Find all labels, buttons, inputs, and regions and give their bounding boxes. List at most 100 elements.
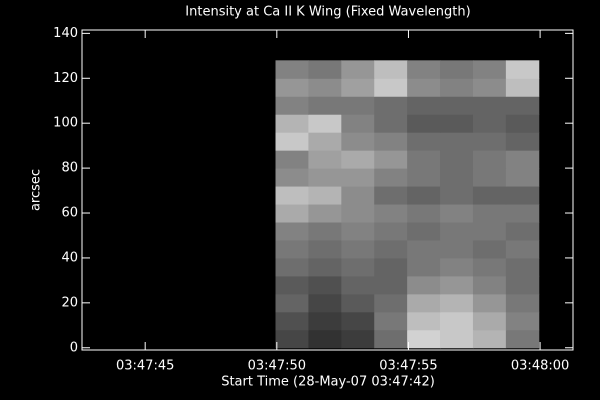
pixel [440,60,474,79]
pixel [505,275,540,295]
pixel [308,275,342,295]
pixel [275,204,309,223]
pixel [440,329,474,349]
pixel [341,96,375,115]
pixel [440,114,474,133]
y-tick-label: 40 [61,250,78,265]
pixel [275,114,309,133]
pixel [341,222,375,241]
pixel [407,132,441,151]
pixel [341,186,375,205]
pixel [472,150,507,169]
pixel [440,132,474,151]
pixel [472,78,507,97]
pixel [472,311,507,331]
pixel [440,186,474,205]
pixel [505,114,540,133]
pixel [374,132,408,151]
pixel [407,275,441,295]
pixel [505,239,540,259]
pixel [341,114,375,133]
pixel [505,222,540,241]
pixel [341,275,375,295]
x-tick-label: 03:47:45 [116,359,174,374]
pixel [275,132,309,151]
pixel [505,96,540,115]
pixel [374,257,408,277]
pixel [440,275,474,295]
y-tick-label: 20 [61,295,78,310]
pixel [374,222,408,241]
pixel [374,150,408,169]
pixel [505,132,540,151]
pixel [374,96,408,115]
pixel [308,60,342,79]
pixel [275,257,309,277]
pixel [407,222,441,241]
pixel [374,114,408,133]
y-tick-label: 120 [53,71,78,86]
pixel [308,114,342,133]
pixel [341,204,375,223]
pixel [341,150,375,169]
y-tick-label: 0 [70,340,78,355]
pixel [407,96,441,115]
pixel [440,150,474,169]
pixel [440,204,474,223]
pixel [505,204,540,223]
pixel [472,293,507,313]
pixel [407,114,441,133]
pixel [341,257,375,277]
pixel [275,78,309,97]
pixel [505,293,540,313]
pixel [374,60,408,79]
pixel [440,257,474,277]
pixel [407,186,441,205]
y-tick-label: 60 [61,206,78,221]
pixel [308,186,342,205]
pixel [308,329,342,349]
pixel [374,186,408,205]
pixel [341,239,375,259]
pixel [407,239,441,259]
pixel [472,222,507,241]
pixel [275,222,309,241]
pixel [472,60,507,79]
pixel [341,78,375,97]
pixel [472,114,507,133]
pixel [407,60,441,79]
pixel [275,311,309,331]
pixel [374,168,408,187]
pixel [505,168,540,187]
pixel [407,150,441,169]
plot-frame [81,29,574,351]
pixel [374,311,408,331]
pixel [374,78,408,97]
pixel [374,293,408,313]
y-tick-label: 140 [53,26,78,41]
pixel [308,222,342,241]
pixel [472,329,507,349]
x-tick-label: 03:47:50 [248,359,306,374]
pixel [308,239,342,259]
pixel [275,275,309,295]
x-axis-label: Start Time (28-May-07 03:47:42) [221,375,435,390]
pixel [472,96,507,115]
pixel [374,204,408,223]
pixel [440,168,474,187]
pixel [472,132,507,151]
pixel [275,329,309,349]
pixel [341,60,375,79]
pixel [308,311,342,331]
pixel [374,275,408,295]
pixel [275,96,309,115]
pixel [374,239,408,259]
pixel [308,96,342,115]
pixel [407,311,441,331]
pixel [440,96,474,115]
pixel [275,186,309,205]
pixel [440,311,474,331]
pixel [407,204,441,223]
